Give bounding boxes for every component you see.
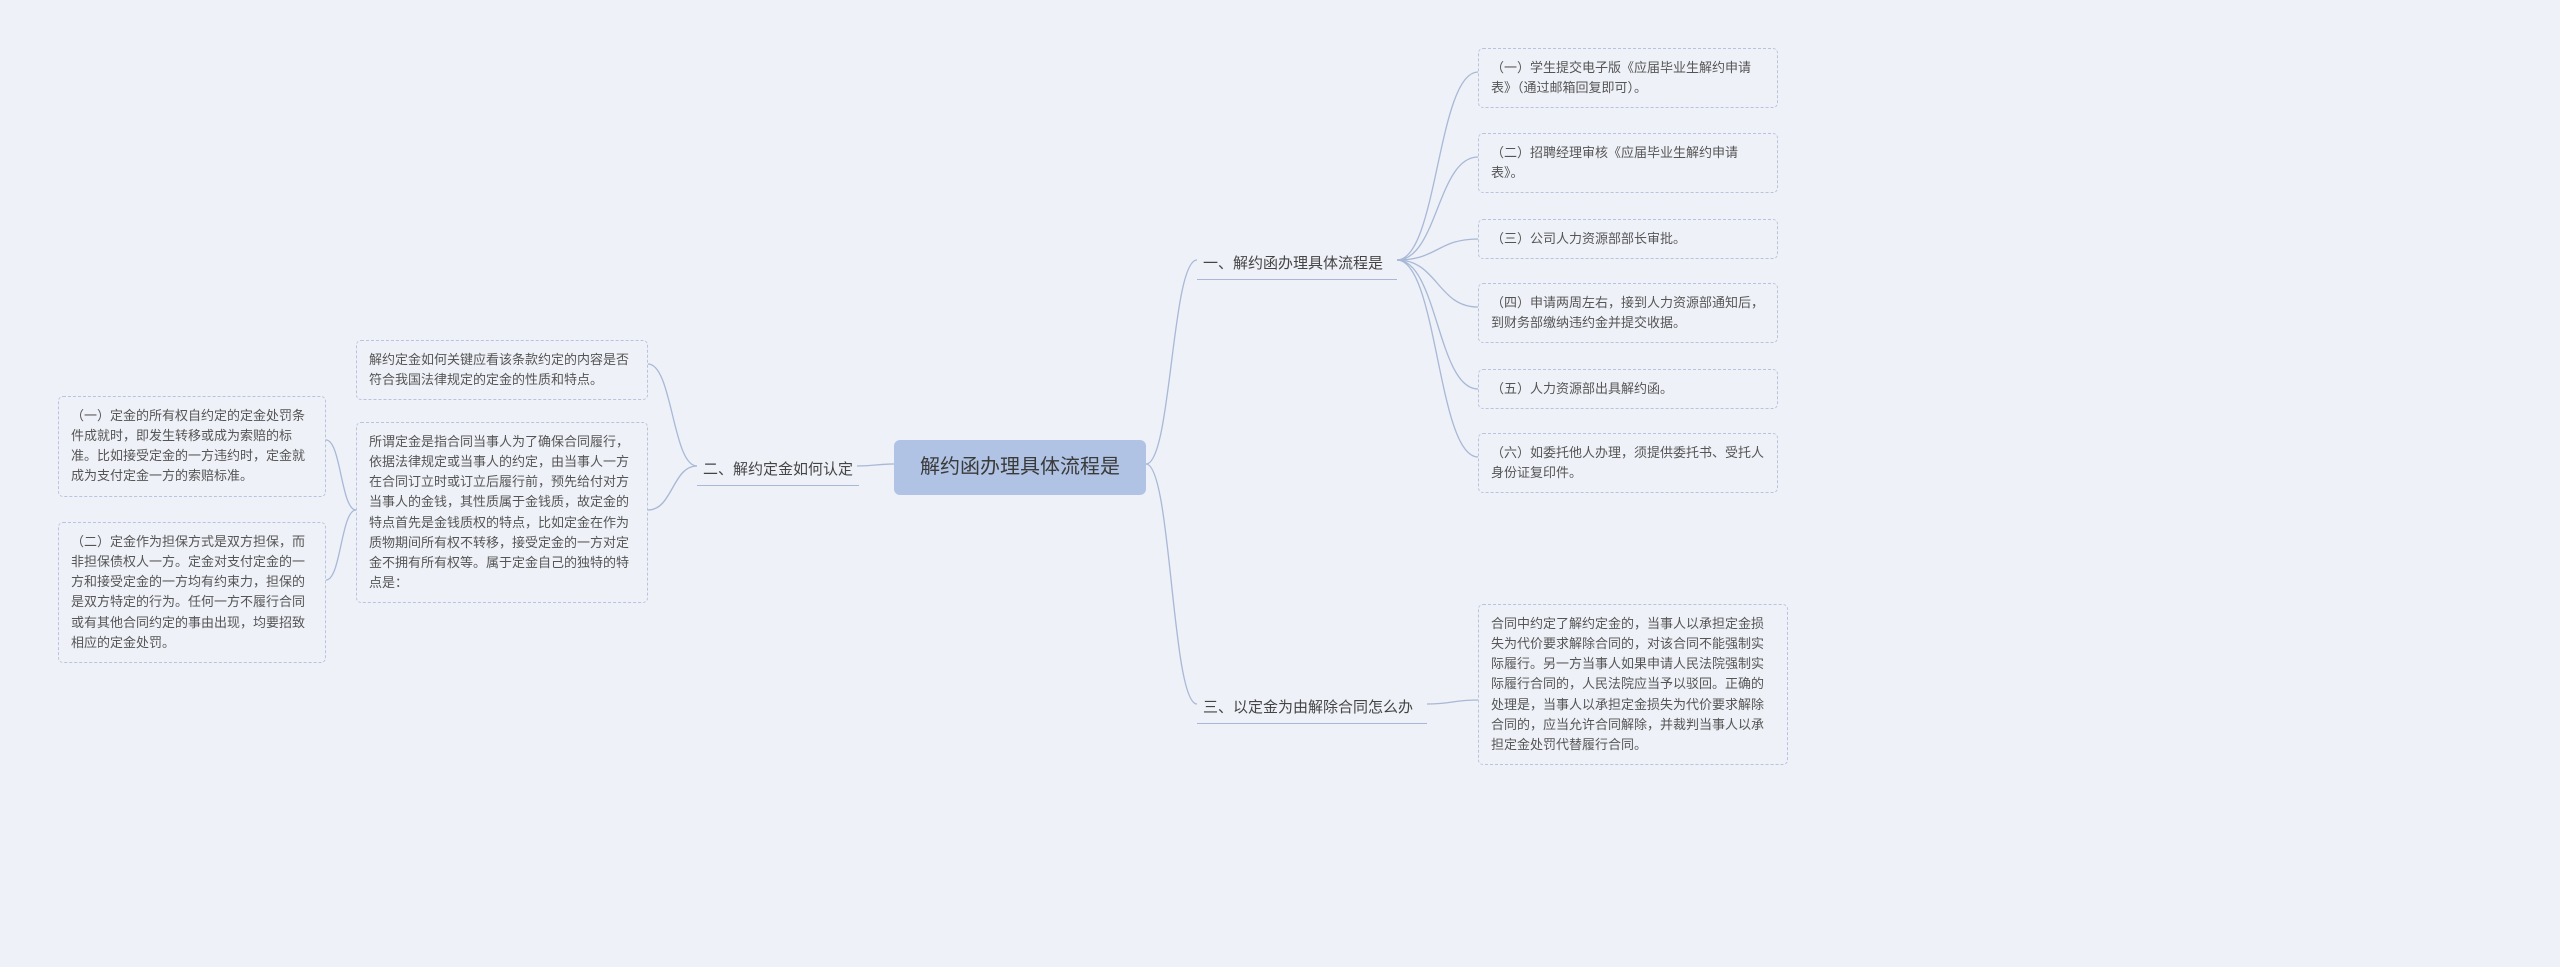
leaf-step-3: （三）公司人力资源部部长审批。	[1478, 219, 1778, 259]
leaf-deposit-point2: （二）定金作为担保方式是双方担保，而非担保债权人一方。定金对支付定金的一方和接受…	[58, 522, 326, 663]
branch-process: 一、解约函办理具体流程是	[1197, 248, 1397, 280]
leaf-deposit-define: 所谓定金是指合同当事人为了确保合同履行，依据法律规定或当事人的约定，由当事人一方…	[356, 422, 648, 603]
branch-terminate: 三、以定金为由解除合同怎么办	[1197, 692, 1427, 724]
leaf-step-2: （二）招聘经理审核《应届毕业生解约申请表》。	[1478, 133, 1778, 193]
leaf-deposit-key: 解约定金如何关键应看该条款约定的内容是否符合我国法律规定的定金的性质和特点。	[356, 340, 648, 400]
leaf-step-5: （五）人力资源部出具解约函。	[1478, 369, 1778, 409]
branch-deposit: 二、解约定金如何认定	[697, 454, 859, 486]
leaf-deposit-point1: （一）定金的所有权自约定的定金处罚条件成就时，即发生转移或成为索赔的标准。比如接…	[58, 396, 326, 497]
leaf-terminate-explain: 合同中约定了解约定金的，当事人以承担定金损失为代价要求解除合同的，对该合同不能强…	[1478, 604, 1788, 765]
root-node: 解约函办理具体流程是	[894, 440, 1146, 495]
leaf-step-6: （六）如委托他人办理，须提供委托书、受托人身份证复印件。	[1478, 433, 1778, 493]
leaf-step-4: （四）申请两周左右，接到人力资源部通知后，到财务部缴纳违约金并提交收据。	[1478, 283, 1778, 343]
leaf-step-1: （一）学生提交电子版《应届毕业生解约申请表》（通过邮箱回复即可）。	[1478, 48, 1778, 108]
